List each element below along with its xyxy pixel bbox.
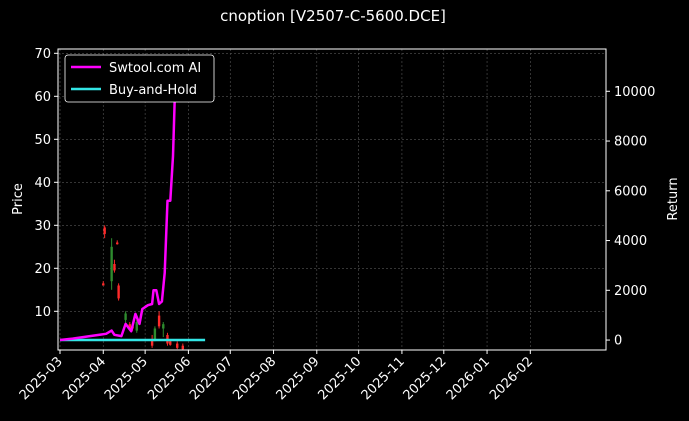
- plot-frame: [57, 48, 607, 351]
- candle-body: [110, 246, 113, 282]
- chart-title: cnoption [V2507-C-5600.DCE]: [220, 7, 446, 25]
- candle-body: [157, 315, 161, 327]
- y-right-tick-label: 4000: [614, 234, 647, 249]
- y-right-tick-label: 2000: [614, 284, 647, 299]
- y-left-tick-label: 50: [34, 133, 51, 148]
- grid-layer: [58, 49, 606, 350]
- candle-body: [124, 313, 127, 320]
- legend: Swtool.com AI Buy-and-Hold: [64, 54, 215, 103]
- candle-body: [113, 264, 116, 271]
- candle-body: [181, 345, 185, 350]
- legend-box: [64, 54, 215, 103]
- y-right-tick-label: 8000: [614, 135, 647, 150]
- candle-body: [153, 328, 157, 340]
- candle-layer: [102, 225, 185, 350]
- candle-body: [103, 227, 106, 234]
- y-left-axis-label: Price: [11, 183, 26, 215]
- y-left-tick-label: 60: [34, 90, 51, 105]
- y-right-tick-label: 10000: [614, 85, 655, 100]
- y-left-tick-label: 40: [34, 176, 51, 191]
- y-left-tick-label: 20: [34, 262, 51, 277]
- candle-body: [169, 341, 172, 345]
- series-line-swtool-com-ai: [59, 62, 206, 342]
- candle-body: [135, 322, 138, 331]
- candle-body: [150, 339, 154, 346]
- candle-body: [162, 324, 165, 329]
- candle-body: [117, 285, 120, 299]
- series-layer: [59, 62, 206, 342]
- candle-body: [102, 283, 105, 286]
- candle-body: [128, 324, 131, 329]
- legend-label-swtool: Swtool.com AI: [109, 61, 201, 76]
- y-left-tick-label: 70: [34, 47, 51, 62]
- y-left-tick-label: 10: [34, 305, 51, 320]
- y-right-tick-label: 0: [614, 334, 622, 349]
- candle-body: [176, 343, 179, 348]
- y-left-tick-label: 30: [34, 219, 51, 234]
- y-right-tick-label: 6000: [614, 184, 647, 199]
- candle-body: [116, 242, 119, 245]
- y-right-axis-label: Return: [666, 177, 681, 220]
- legend-label-buy-and-hold: Buy-and-Hold: [109, 83, 197, 98]
